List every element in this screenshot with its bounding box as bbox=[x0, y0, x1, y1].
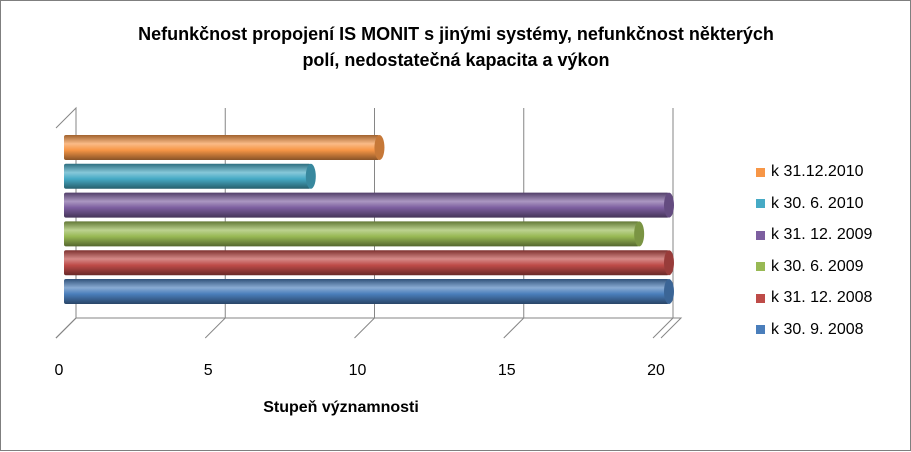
bar-body bbox=[64, 135, 380, 160]
bar-cap bbox=[374, 135, 385, 160]
bar bbox=[64, 250, 674, 276]
bar-cap bbox=[634, 221, 645, 247]
legend-label: k 31. 12. 2009 bbox=[771, 226, 873, 244]
legend-item: k 30. 9. 2008 bbox=[756, 317, 872, 343]
bar bbox=[64, 279, 674, 304]
legend-item: k 31.12.2010 bbox=[756, 159, 872, 185]
bar-cap bbox=[305, 163, 316, 189]
legend-label: k 30. 9. 2008 bbox=[771, 320, 864, 338]
bar bbox=[64, 135, 385, 160]
legend-item: k 31. 12. 2008 bbox=[756, 285, 872, 311]
bar-body bbox=[64, 279, 669, 304]
legend: k 31.12.2010 k 30. 6. 2010 k 31. 12. 2009 k… bbox=[756, 159, 872, 349]
bar bbox=[64, 163, 316, 189]
floor-gridline bbox=[503, 317, 525, 339]
legend-swatch bbox=[756, 293, 765, 303]
floor bbox=[55, 317, 683, 339]
bar-body bbox=[64, 192, 669, 218]
floor-gridline bbox=[204, 317, 226, 339]
bar-body bbox=[64, 163, 311, 189]
x-tick-label: 0 bbox=[55, 362, 64, 379]
bar-cap bbox=[664, 250, 674, 276]
legend-swatch bbox=[756, 230, 765, 240]
chart-title-line-1: Nefunkčnost propojení IS MONIT s jinými … bbox=[138, 24, 774, 44]
legend-swatch bbox=[756, 199, 765, 209]
legend-item: k 30. 6. 2009 bbox=[756, 254, 872, 280]
bar-cap bbox=[664, 192, 674, 218]
legend-item: k 30. 6. 2010 bbox=[756, 191, 872, 217]
bar bbox=[64, 192, 674, 218]
bar-body bbox=[64, 221, 640, 247]
legend-swatch bbox=[756, 325, 765, 335]
legend-label: k 31. 12. 2008 bbox=[771, 289, 873, 307]
legend-label: k 30. 6. 2009 bbox=[771, 257, 864, 275]
chart-title-line-2: polí, nedostatečná kapacita a výkon bbox=[302, 50, 610, 70]
bar bbox=[64, 221, 645, 247]
floor-gridline bbox=[652, 317, 674, 339]
legend-swatch bbox=[756, 262, 765, 272]
legend-item: k 31. 12. 2009 bbox=[756, 222, 872, 248]
bar-cap bbox=[664, 279, 674, 304]
legend-swatch bbox=[756, 167, 765, 177]
chart-title: Nefunkčnost propojení IS MONIT s jinými … bbox=[61, 21, 851, 73]
legend-label: k 30. 6. 2010 bbox=[771, 194, 864, 212]
x-tick-label: 15 bbox=[498, 362, 516, 379]
x-tick-label: 5 bbox=[204, 362, 213, 379]
floor-gridline bbox=[354, 317, 375, 339]
bar-body bbox=[64, 250, 669, 276]
floor-gridline bbox=[55, 317, 77, 339]
x-axis-label: Stupeň významnosti bbox=[263, 399, 419, 416]
x-tick-label: 20 bbox=[647, 362, 665, 379]
legend-label: k 31.12.2010 bbox=[771, 163, 864, 180]
x-tick-label: 10 bbox=[349, 362, 367, 379]
